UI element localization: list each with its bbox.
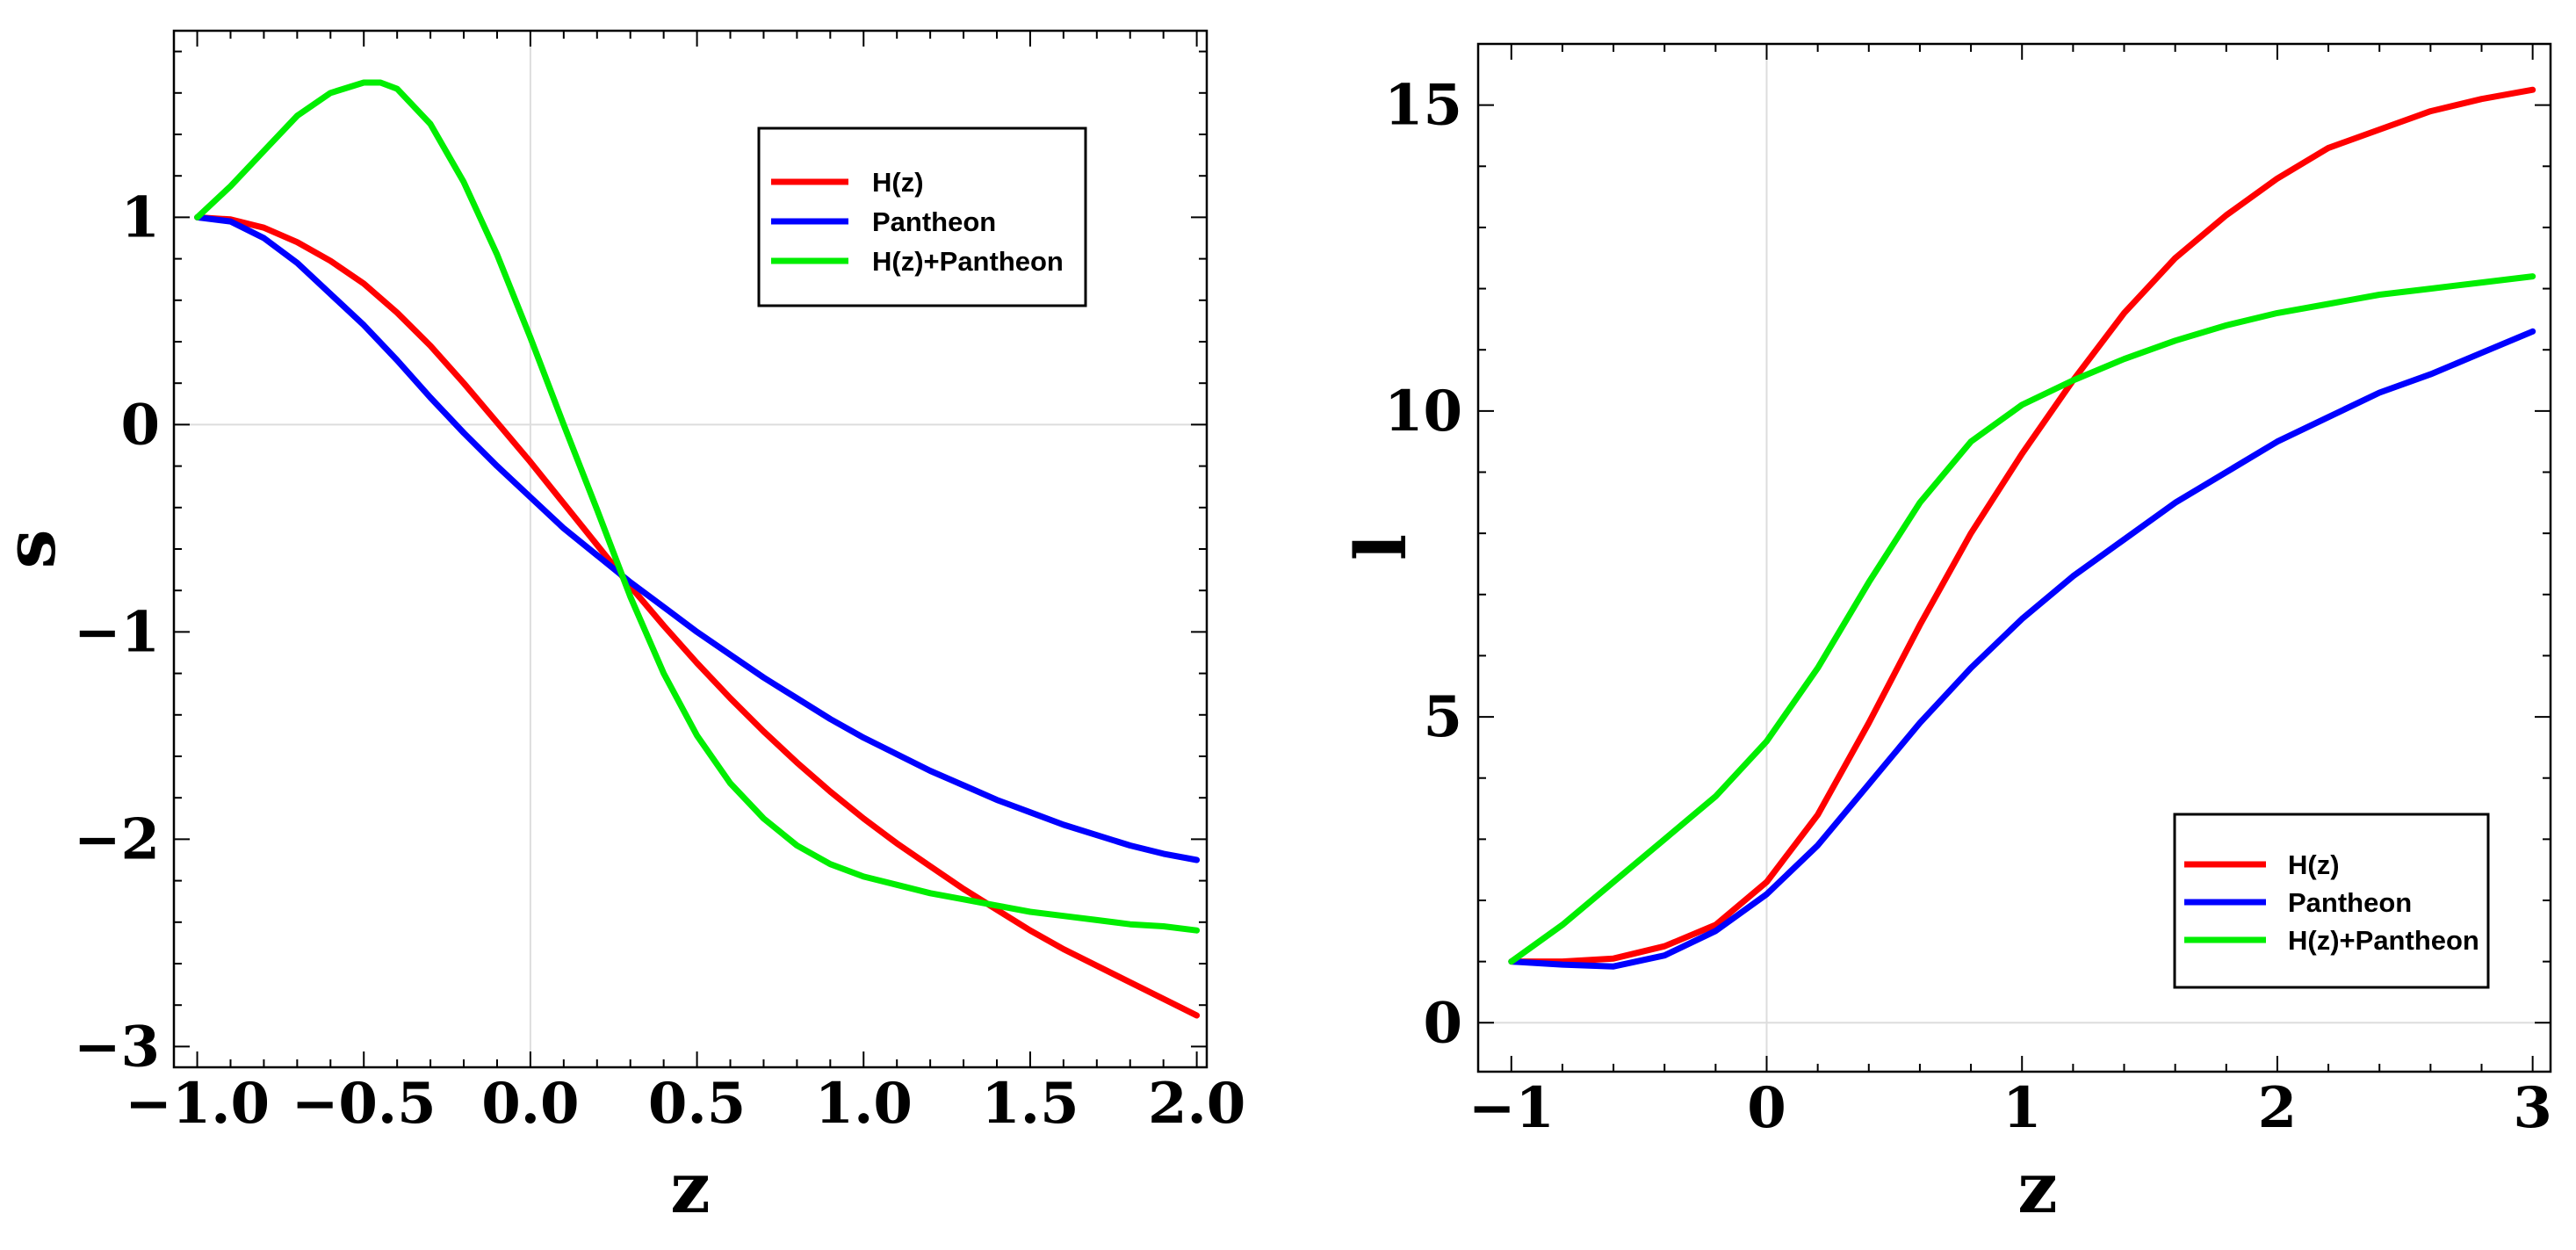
right-plot-frame [1476, 42, 2552, 1073]
right-legend: H(z) Pantheon H(z)+Pantheon [2173, 813, 2490, 989]
left-legend-label: H(z)+Pantheon [872, 246, 1064, 277]
left-series-line-pantheon [194, 213, 1201, 863]
right-series-line-pantheon [1508, 328, 2536, 970]
left-series-line-h-z-pantheon [194, 79, 1201, 934]
left-x-tick-labels: −1.0 −0.5 0.0 0.5 1.0 1.5 2.0 [125, 1071, 1245, 1137]
left-origin-lines [174, 31, 1207, 1067]
left-legend-label: H(z) [872, 167, 924, 198]
left-x-tick-label: −1.0 [125, 1071, 270, 1137]
right-x-tick-label: 1 [2002, 1075, 2042, 1141]
left-x-tick-label: 1.5 [981, 1071, 1079, 1137]
left-y-tick-labels: −3 −2 −1 0 1 [74, 184, 160, 1080]
right-x-tick-label: 3 [2513, 1075, 2552, 1141]
left-chart: −1.0 −0.5 0.0 0.5 1.0 1.5 2.0 −3 −2 −1 0 1 z s H(z… [0, 29, 1245, 1229]
right-series-line-h-z-pantheon [1508, 273, 2536, 965]
left-legend-box [757, 126, 1087, 307]
left-x-axis-title: z [670, 1146, 710, 1229]
right-x-tick-labels: −1 0 1 2 3 [1468, 1075, 2552, 1141]
right-y-tick-label: 10 [1384, 379, 1462, 444]
right-legend-label: H(z)+Pantheon [2288, 925, 2479, 956]
right-legend-label: Pantheon [2288, 887, 2412, 918]
right-y-tick-labels: 0 5 10 15 [1384, 73, 1462, 1057]
right-y-axis-title: l [1339, 534, 1422, 560]
left-y-tick-label: 0 [120, 392, 160, 458]
left-x-tick-label: 0.5 [648, 1071, 746, 1137]
left-legend: H(z) Pantheon H(z)+Pantheon [757, 126, 1087, 307]
left-y-tick-label: 1 [120, 184, 160, 250]
left-y-tick-label: −2 [74, 806, 160, 872]
left-legend-label: Pantheon [872, 206, 996, 237]
right-legend-label: H(z) [2288, 849, 2340, 880]
left-y-axis-title: s [0, 529, 71, 568]
right-ticks [1478, 43, 2551, 1072]
right-x-tick-label: 0 [1747, 1075, 1786, 1141]
right-x-axis-title: z [2017, 1146, 2057, 1229]
right-y-tick-label: 15 [1384, 73, 1462, 139]
left-series-line-h-z [194, 213, 1201, 1019]
left-x-tick-label: 1.0 [815, 1071, 913, 1137]
right-y-tick-label: 0 [1423, 990, 1462, 1056]
right-y-tick-label: 5 [1423, 684, 1462, 750]
left-y-tick-label: −3 [74, 1014, 160, 1080]
right-x-tick-label: 2 [2258, 1075, 2298, 1141]
right-x-tick-label: −1 [1468, 1075, 1555, 1141]
right-series-group [1508, 86, 2536, 970]
left-ticks [174, 31, 1207, 1067]
left-x-tick-label: 0.0 [481, 1071, 579, 1137]
right-series-line-h-z [1508, 86, 2536, 965]
right-origin-lines [1478, 44, 2551, 1072]
left-y-tick-label: −1 [74, 599, 160, 665]
left-x-tick-label: 2.0 [1148, 1071, 1245, 1137]
left-x-tick-label: −0.5 [292, 1071, 437, 1137]
left-series-group [194, 79, 1201, 1019]
